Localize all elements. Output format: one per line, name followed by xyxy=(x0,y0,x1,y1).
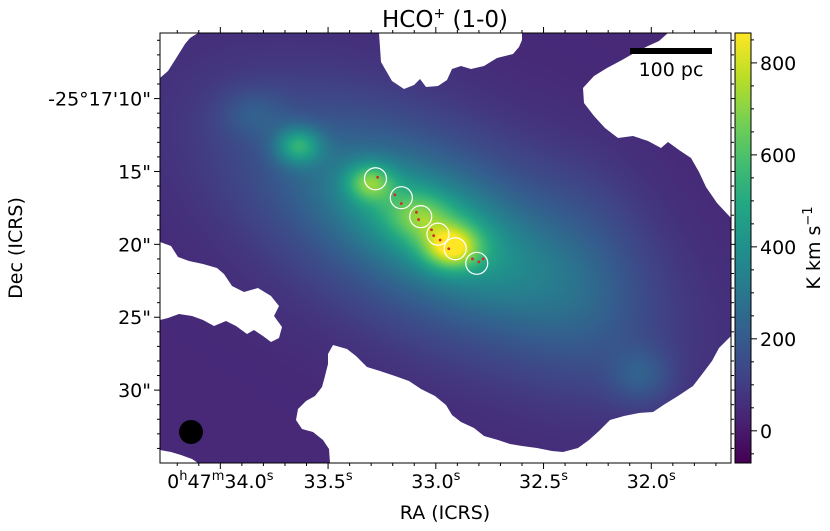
x-tick-label: 0h47m34.0s xyxy=(167,469,274,493)
source-marker xyxy=(376,175,380,179)
aperture-circle xyxy=(465,251,489,275)
colorbar-ticks: 0 200 400 600 800 xyxy=(751,39,796,455)
source-marker xyxy=(415,210,418,214)
x-axis-label: RA (ICRS) xyxy=(400,502,490,524)
y-tick-label: -25°17'10" xyxy=(48,89,151,111)
x-tick-label: 32.5s xyxy=(519,469,568,493)
colorbar-label: K km s−1 xyxy=(801,206,825,289)
x-tick-label: 33.0s xyxy=(411,469,460,493)
colorbar-tick-label: 600 xyxy=(760,145,796,167)
x-axis: 0h47m34.0s 33.5s 33.0s 32.5s 32.0s xyxy=(167,27,676,493)
blank-regions xyxy=(160,33,731,463)
source-marker xyxy=(432,234,436,238)
colorbar-gradient xyxy=(735,33,751,463)
y-axis-label: Dec (ICRS) xyxy=(5,197,27,299)
source-marker xyxy=(430,228,433,232)
colorbar-tick-label: 0 xyxy=(760,421,772,443)
source-marker xyxy=(477,260,481,264)
y-tick-label: 20" xyxy=(118,234,151,256)
aperture-circles xyxy=(363,167,489,275)
aperture-circle xyxy=(443,237,467,261)
colorbar: 0 200 400 600 800 K km s−1 xyxy=(734,32,825,464)
y-axis: -25°17'10" 15" 20" 25" 30" xyxy=(48,89,737,402)
plot-area xyxy=(160,33,731,463)
x-tick-label: 33.5s xyxy=(304,469,353,493)
x-tick-label: 32.0s xyxy=(627,469,676,493)
colorbar-tick-label: 200 xyxy=(760,329,796,351)
y-tick-label: 25" xyxy=(118,307,151,329)
chart-title: HCO+ (1-0) xyxy=(382,6,508,33)
aperture-circle xyxy=(409,205,433,229)
colorbar-tick-label: 400 xyxy=(760,237,796,259)
scale-bar-line xyxy=(630,48,712,54)
source-marker xyxy=(399,202,403,205)
y-tick-label: 30" xyxy=(118,380,151,402)
plot-frame xyxy=(159,32,732,464)
source-marker xyxy=(471,257,474,261)
aperture-circle xyxy=(389,186,413,210)
minor-ticks xyxy=(157,30,734,466)
beam-ellipse xyxy=(179,420,203,444)
source-marker xyxy=(393,193,397,197)
y-tick-label: 15" xyxy=(118,161,151,183)
scale-bar: 100 pc xyxy=(630,48,712,81)
colorbar-frame xyxy=(734,32,752,464)
source-markers xyxy=(376,175,485,264)
aperture-circle xyxy=(426,222,450,246)
colorbar-tick-label: 800 xyxy=(760,53,796,75)
source-marker xyxy=(481,257,485,261)
source-marker xyxy=(438,238,442,242)
source-marker xyxy=(417,218,420,221)
aperture-circle xyxy=(363,167,388,191)
scale-bar-label: 100 pc xyxy=(639,59,704,81)
source-marker xyxy=(447,247,451,251)
